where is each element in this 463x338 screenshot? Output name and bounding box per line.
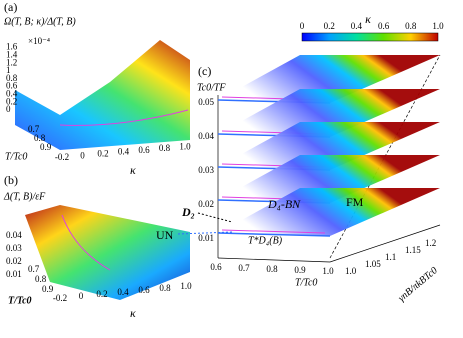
curve-a — [59, 109, 189, 126]
x-tick: 1.0 — [180, 281, 192, 291]
z-tick: 0.8 — [6, 73, 18, 83]
colorbar-tick: 0.8 — [405, 21, 417, 31]
z-tick: 1.2 — [6, 57, 17, 67]
x-tick: 0.6 — [138, 285, 150, 295]
z-tick: 0.05 — [198, 97, 214, 107]
annotation: T*D₄(B) — [248, 235, 283, 246]
x-tick: 1.0 — [179, 141, 191, 151]
slice-curve — [221, 229, 326, 234]
arrow — [177, 231, 233, 235]
y-tick: 0.9 — [40, 142, 52, 152]
colorbar — [301, 32, 439, 42]
x-tick: -0.2 — [53, 293, 67, 303]
x-tick: -0.2 — [55, 152, 69, 162]
x-axis — [217, 257, 331, 263]
colorbar-tick: 0.2 — [324, 21, 335, 31]
colorbar-tick: 0.4 — [351, 21, 363, 31]
z-tick: 0.04 — [198, 131, 214, 141]
y-tick: 0.7 — [28, 124, 40, 134]
curve-b — [61, 214, 111, 271]
x-tick: 0.7 — [238, 263, 250, 273]
y-label: T/Tc0 — [5, 151, 27, 162]
arrow — [197, 212, 233, 223]
x-tick: 0.4 — [117, 287, 129, 297]
z-tick: 0 — [6, 104, 11, 114]
x-label: κ — [130, 306, 136, 320]
panel-title: Tc0/TF — [197, 82, 226, 93]
colorbar-label: κ — [365, 12, 371, 26]
z-tick: 0.02 — [6, 256, 22, 266]
x-label: T/Tc0 — [295, 277, 317, 288]
z-tick: 0.02 — [198, 199, 214, 209]
surface-a — [15, 40, 190, 150]
annotation: FM — [346, 195, 364, 209]
x-tick: 0.8 — [159, 283, 171, 293]
z-tick: 0.03 — [6, 243, 22, 253]
x-tick: 0 — [79, 291, 84, 301]
slice — [218, 55, 440, 103]
x-tick: 0.2 — [97, 148, 108, 158]
z-tick: 1 — [6, 65, 11, 75]
annotation: D₂ — [181, 205, 195, 219]
x-tick: 1.0 — [322, 266, 334, 276]
z-tick: 0.6 — [6, 81, 18, 91]
slice-edge — [217, 232, 331, 237]
slice — [218, 155, 440, 203]
z-tick: 0.2 — [6, 96, 17, 106]
panel-label: (a) — [4, 0, 17, 14]
x-label: κ — [130, 163, 136, 177]
y-tick: 0.8 — [34, 133, 46, 143]
x-tick: 0.4 — [118, 147, 130, 157]
panel-title: Ω(T, B; κ)/Δ(T, B) — [4, 16, 76, 27]
y-label: γnB/πkBTc0 — [396, 265, 439, 304]
colorbar-tick: 0 — [300, 21, 305, 31]
y-tick: 0.7 — [28, 264, 40, 274]
z-tick: 1.4 — [6, 49, 18, 59]
slice — [218, 89, 440, 137]
y-tick: 1.2 — [425, 238, 436, 248]
slice — [218, 188, 440, 236]
surface-b — [25, 205, 190, 300]
y-tick: 1.0 — [345, 266, 357, 276]
y-tick: 0.8 — [35, 274, 47, 284]
z-tick: 0.4 — [6, 88, 18, 98]
x-tick: 0.8 — [159, 143, 171, 153]
z-tick: 0.04 — [6, 230, 22, 240]
x-tick: 0.2 — [96, 289, 107, 299]
y-tick: 1.1 — [385, 252, 396, 262]
panel-label: (b) — [4, 173, 18, 187]
x-tick: 0.9 — [294, 265, 306, 275]
plots — [15, 32, 441, 300]
z-tick: 1.6 — [6, 42, 18, 52]
x-tick: 0.8 — [266, 264, 278, 274]
y-tick: 1.15 — [405, 245, 421, 255]
z-tick: 0.03 — [198, 165, 214, 175]
z-tick: 0.01 — [198, 233, 214, 243]
annotation: D₄-BN — [267, 197, 301, 211]
x-tick: 0.6 — [138, 145, 150, 155]
x-tick: 0.6 — [210, 262, 222, 272]
multiplier: ×10⁻⁴ — [28, 36, 50, 46]
x-tick: 0 — [80, 150, 85, 160]
y-label: T/Tc0 — [8, 295, 32, 306]
y-tick: 0.9 — [42, 284, 54, 294]
slice — [218, 122, 440, 170]
panel-title: Δ(T, B)/εF — [3, 191, 46, 202]
panel-label: (c) — [198, 64, 211, 78]
colorbar-tick: 1.0 — [432, 21, 444, 31]
z-tick: 0.01 — [6, 269, 22, 279]
colorbar-tick: 0.6 — [378, 21, 390, 31]
annotation: UN — [156, 228, 174, 242]
y-axis — [329, 224, 441, 263]
y-tick: 1.05 — [365, 259, 381, 269]
